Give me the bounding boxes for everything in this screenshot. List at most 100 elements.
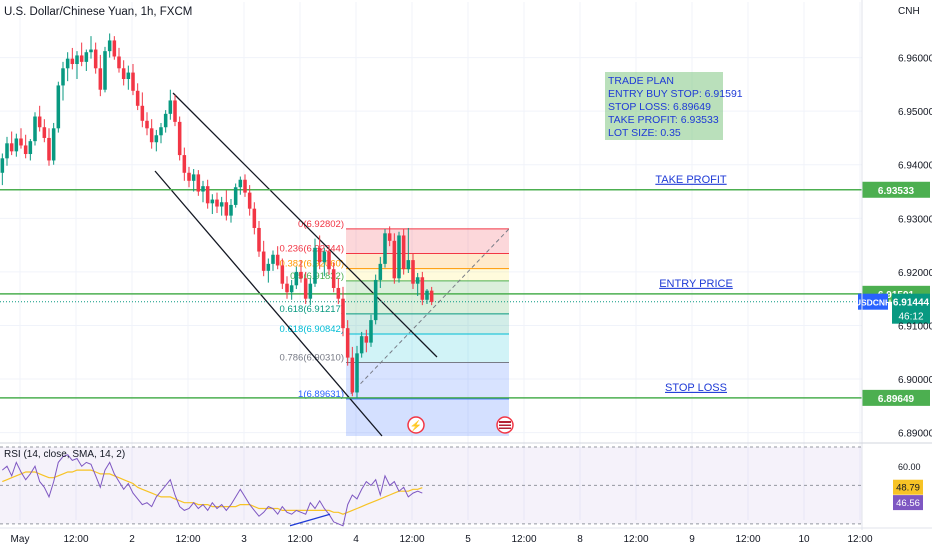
candle-body: [79, 55, 84, 62]
channel-lower-line: [154, 170, 383, 437]
fib-zone: [346, 398, 509, 436]
candle-body: [14, 138, 19, 152]
fib-zone: [346, 253, 509, 269]
lightning-icon: [407, 416, 425, 434]
candle-body: [415, 277, 420, 284]
candle-body: [275, 254, 280, 266]
candle-body: [411, 260, 415, 284]
rsi-trendline: [289, 513, 331, 527]
candle-body: [163, 113, 168, 128]
candle-body: [308, 283, 313, 299]
trade-plan-line: LOT SIZE: 0.35: [608, 127, 681, 139]
candle-body: [345, 328, 350, 358]
candle-body: [215, 199, 219, 207]
candle-body: [23, 145, 28, 155]
rsi-sma-tag: [893, 479, 923, 495]
candle-body: [420, 277, 425, 300]
candle-body: [84, 52, 89, 62]
price-tag: [862, 181, 930, 198]
candle-body: [327, 251, 331, 270]
candle-body: [56, 85, 61, 129]
fib-zone: [346, 362, 509, 399]
level-label: ENTRY PRICE: [659, 278, 733, 290]
lightning-icon: ⚡: [410, 419, 422, 432]
candle-body: [359, 336, 364, 354]
candle-body: [9, 143, 14, 152]
candle-body: [154, 135, 159, 143]
candle-body: [336, 287, 341, 299]
candle-body: [168, 100, 173, 114]
candle-body: [383, 233, 387, 264]
candle-body: [397, 235, 401, 279]
candle-body: [65, 58, 70, 69]
fib-level-label: 0.382(6.92060): [280, 259, 344, 270]
fib-level-label: 0.786(6.90310): [280, 352, 344, 363]
x-tick-label: 3: [241, 534, 247, 545]
candle-body: [387, 233, 392, 241]
candle-body: [149, 128, 154, 143]
channel-upper-line: [172, 92, 438, 358]
candle-body: [191, 174, 196, 181]
candle-body: [425, 290, 429, 300]
price-tag-text: 6.89649: [878, 394, 915, 405]
candle-body: [313, 247, 317, 284]
price-tag-text: 6.93533: [878, 186, 915, 197]
x-tick-label: 12:00: [735, 534, 760, 545]
candle-body: [229, 204, 233, 216]
candle-body: [355, 353, 359, 393]
rsi-value-tag: [893, 495, 923, 511]
candle-body: [299, 271, 303, 279]
candle-body: [369, 320, 373, 343]
y-tick-label: 6.95000: [898, 107, 932, 118]
candle-body: [401, 235, 406, 270]
candle-body: [224, 202, 229, 216]
candle-body: [271, 254, 275, 264]
candlestick-series: [0, 33, 434, 398]
candle-body: [98, 68, 103, 90]
descending-channel[interactable]: [154, 92, 438, 437]
candle-body: [252, 208, 257, 228]
symbol-tag: [858, 293, 888, 310]
fib-zone: [346, 268, 509, 281]
candle-body: [205, 186, 210, 204]
x-tick-label: 12:00: [399, 534, 424, 545]
last-price-text: 6.91444: [893, 298, 930, 309]
candle-body: [121, 68, 126, 80]
candle-body: [177, 121, 182, 156]
level-label: STOP LOSS: [665, 382, 727, 394]
candle-body: [107, 40, 112, 52]
x-tick-label: 5: [465, 534, 471, 545]
currency-label: CNH: [898, 6, 920, 17]
candle-body: [350, 357, 355, 393]
candle-body: [5, 143, 9, 159]
candle-body: [294, 271, 299, 286]
candle-body: [173, 100, 177, 122]
candle-body: [117, 56, 121, 69]
candle-body: [317, 247, 322, 263]
fib-level-label: 0.618(6.90842): [280, 324, 344, 335]
candle-body: [429, 290, 434, 302]
candle-body: [331, 269, 336, 288]
grid: [0, 2, 862, 520]
candle-body: [135, 90, 140, 106]
rsi-line: [1, 454, 423, 527]
x-tick-label: 10: [798, 534, 810, 545]
candle-body: [341, 298, 345, 329]
candle-body: [238, 179, 243, 188]
y-tick-label: 6.94000: [898, 161, 932, 172]
candle-body: [33, 116, 37, 142]
candle-body: [47, 137, 51, 161]
candle-body: [201, 186, 205, 192]
candle-body: [28, 141, 33, 155]
x-tick-label: 12:00: [287, 534, 312, 545]
rsi-label: RSI (14, close, SMA, 14, 2): [4, 449, 125, 460]
trade-plan-line: TAKE PROFIT: 6.93533: [608, 114, 719, 126]
x-tick-label: 9: [689, 534, 695, 545]
trade-plan-line: ENTRY BUY STOP: 6.91591: [608, 88, 743, 100]
x-tick-label: 12:00: [511, 534, 536, 545]
